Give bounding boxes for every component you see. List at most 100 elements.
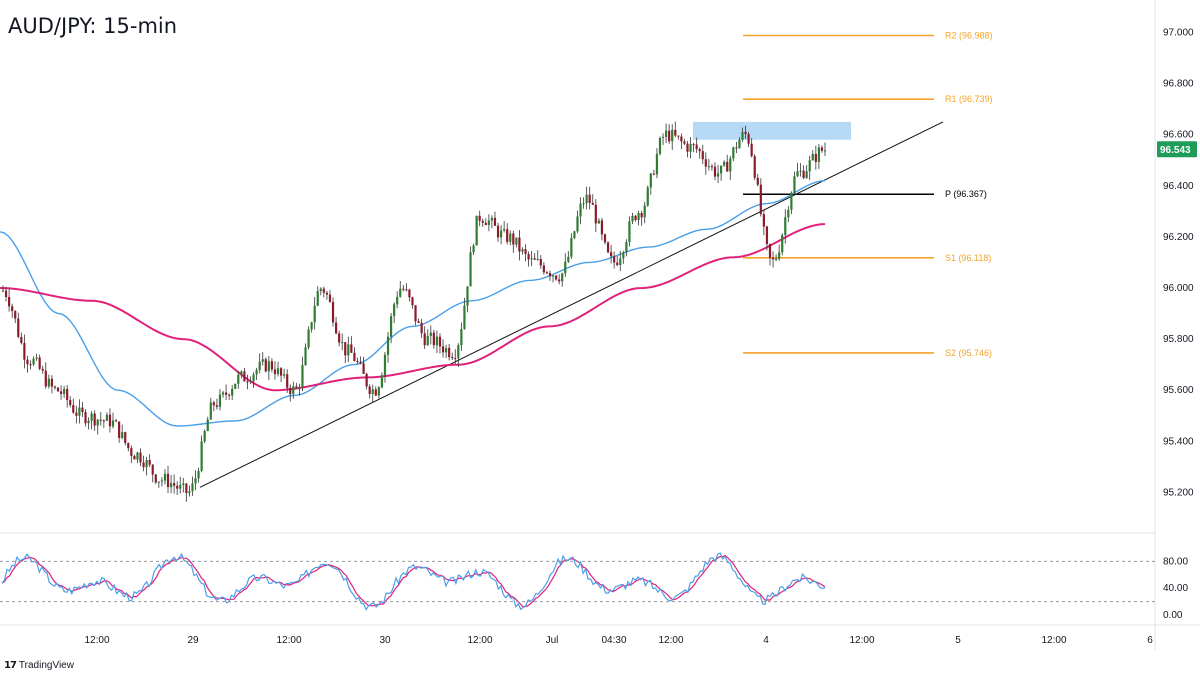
- candle: [652, 173, 655, 175]
- candle: [466, 286, 469, 306]
- candle: [759, 184, 762, 215]
- candle: [258, 361, 261, 370]
- candle: [665, 130, 668, 137]
- candle: [451, 357, 454, 359]
- candle: [554, 275, 558, 280]
- candle: [435, 336, 439, 346]
- resistance-zone: [693, 121, 851, 140]
- price-tick-label: 96.800: [1163, 79, 1194, 90]
- candle: [267, 361, 270, 372]
- candle: [90, 413, 93, 421]
- candle: [814, 153, 817, 162]
- candle: [59, 391, 63, 394]
- candle: [405, 289, 408, 291]
- candle: [163, 473, 167, 481]
- candle: [469, 252, 472, 287]
- candle: [295, 386, 298, 388]
- candle: [93, 413, 96, 426]
- candle: [732, 147, 735, 159]
- candle: [334, 322, 338, 334]
- candle: [729, 158, 732, 172]
- candle: [704, 159, 707, 167]
- candle: [188, 491, 191, 494]
- chart-title: AUD/JPY: 15-min: [8, 14, 178, 38]
- candle: [383, 354, 387, 376]
- brand-name: TradingView: [18, 660, 74, 671]
- candle: [157, 481, 160, 483]
- level-label-r2: R2 (96.988): [945, 31, 993, 41]
- candle: [389, 316, 393, 337]
- candle: [136, 452, 139, 460]
- candle: [99, 419, 102, 421]
- candle: [215, 405, 219, 407]
- candle: [66, 388, 69, 401]
- candle: [689, 144, 692, 152]
- candle: [493, 217, 497, 226]
- candle: [655, 153, 659, 175]
- candle: [197, 470, 200, 479]
- candle: [720, 165, 723, 174]
- candle: [463, 305, 466, 329]
- candle: [768, 244, 772, 258]
- candle: [102, 420, 105, 422]
- candle: [139, 452, 142, 463]
- candle: [625, 242, 628, 253]
- price-tick-label: 95.600: [1163, 385, 1194, 396]
- candle: [784, 217, 787, 235]
- candle: [426, 336, 429, 346]
- candle: [628, 221, 631, 243]
- candle: [399, 288, 402, 297]
- candle: [622, 252, 625, 259]
- candle: [72, 405, 75, 413]
- candle: [775, 258, 778, 260]
- price-tick-label: 95.200: [1163, 487, 1194, 498]
- candle: [47, 378, 50, 387]
- candle: [533, 258, 536, 260]
- candle: [322, 288, 325, 293]
- candle: [38, 357, 41, 369]
- candle: [252, 374, 255, 382]
- candle: [121, 432, 124, 439]
- stoch-tick-label: 40.00: [1163, 583, 1188, 594]
- candle: [212, 402, 215, 406]
- candle: [530, 258, 533, 260]
- candle: [698, 149, 701, 152]
- candle: [374, 389, 377, 396]
- stoch-tick-label: 0.00: [1163, 610, 1183, 621]
- candle: [582, 203, 585, 205]
- candle: [154, 474, 157, 483]
- candle: [246, 381, 249, 383]
- candle: [701, 151, 704, 160]
- candle: [771, 257, 775, 260]
- candle: [802, 170, 805, 178]
- time-tick-label: 12:00: [84, 635, 109, 646]
- candle: [637, 213, 640, 221]
- candle: [279, 368, 283, 376]
- candle: [454, 358, 457, 360]
- candle: [356, 360, 359, 362]
- candle: [576, 216, 579, 232]
- candle: [338, 333, 341, 343]
- candle: [11, 306, 14, 311]
- candle: [588, 194, 591, 203]
- candle: [307, 329, 310, 348]
- candle: [741, 131, 744, 140]
- candle: [29, 364, 32, 366]
- candle: [594, 204, 597, 224]
- candle: [609, 252, 613, 257]
- candle: [365, 373, 368, 387]
- candle: [130, 448, 133, 456]
- candle: [173, 483, 176, 486]
- candle: [600, 220, 604, 235]
- candle: [63, 388, 66, 394]
- candle: [490, 217, 494, 221]
- candle: [359, 361, 362, 364]
- candle: [81, 407, 84, 412]
- candle: [683, 141, 686, 144]
- candle: [179, 485, 182, 489]
- candle: [799, 170, 802, 172]
- time-tick-label: 4: [763, 635, 769, 646]
- candle: [283, 374, 286, 376]
- candle: [735, 147, 738, 149]
